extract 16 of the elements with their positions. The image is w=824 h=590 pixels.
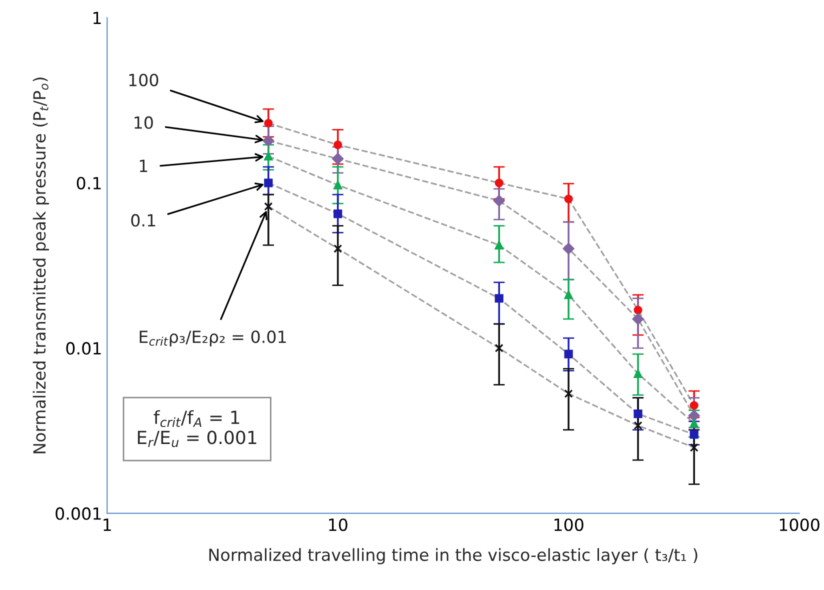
text: f$_{crit}$/f$_{A}$ = 1 E$_{r}$/E$_{u}$ = 0.001	[138, 410, 256, 448]
text: 0.1	[131, 214, 156, 227]
x-tick-label: 100	[554, 518, 584, 532]
text: 1	[140, 160, 148, 172]
y-tick-label: 0.1	[76, 176, 101, 190]
x-tick-label: 1	[104, 518, 111, 531]
y-tick-label: 0.001	[56, 507, 101, 520]
text: 10	[134, 116, 153, 129]
x-axis-title: Normalized travelling time in the visco-elastic layer ( t₃/t₁ )	[209, 548, 698, 564]
text: E$_{crit}$ρ₃/E₂ρ₂ = 0.01	[140, 330, 286, 346]
y-axis-title: Normalized transmitted peak pressure (P$_{t}$/P$_{o}$)	[32, 78, 49, 454]
x-tick-label: 10	[329, 518, 348, 532]
y-tick-label: 1	[93, 12, 101, 24]
y-tick-label: 0.01	[66, 342, 101, 355]
x-tick-label: 1000	[780, 518, 820, 532]
text: 100	[129, 74, 158, 86]
